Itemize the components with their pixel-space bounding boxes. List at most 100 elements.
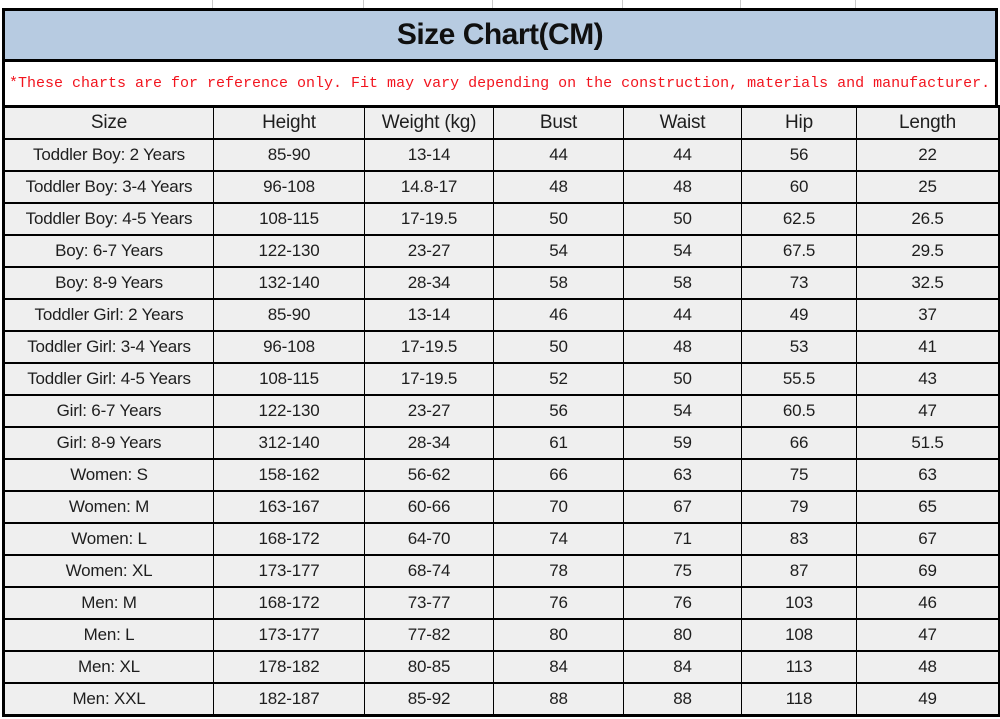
table-row: Boy: 8-9 Years 132-140 28-34 58 58 73 32.5	[3, 266, 1000, 300]
table-cell: 44	[623, 138, 742, 172]
table-cell: 25	[856, 170, 1000, 204]
table-cell: 70	[493, 490, 624, 524]
table-cell: 56-62	[364, 458, 494, 492]
table-cell: 37	[856, 298, 1000, 332]
table-cell: 29.5	[856, 234, 1000, 268]
table-cell: 28-34	[364, 426, 494, 460]
table-row: Toddler Girl: 4-5 Years 108-115 17-19.5 52 5…	[3, 362, 1000, 396]
table-cell: 66	[741, 426, 857, 460]
table-cell: 73	[741, 266, 857, 300]
table-row: Women: XL 173-177 68-74 78 75 87 69	[3, 554, 1000, 588]
table-cell: 85-90	[213, 138, 365, 172]
table-row: Women: L 168-172 64-70 74 71 83 67	[3, 522, 1000, 556]
table-cell: 56	[741, 138, 857, 172]
gridline-mark	[492, 0, 493, 8]
table-cell: 14.8-17	[364, 170, 494, 204]
table-cell: 60-66	[364, 490, 494, 524]
table-cell: 168-172	[213, 522, 365, 556]
table-cell: 64-70	[364, 522, 494, 556]
table-row: Men: L 173-177 77-82 80 80 108 47	[3, 618, 1000, 652]
table-cell: 54	[623, 234, 742, 268]
top-gridline-strip	[2, 0, 998, 8]
table-row: Women: M 163-167 60-66 70 67 79 65	[3, 490, 1000, 524]
size-cell: Women: S	[3, 458, 214, 492]
size-cell: Women: M	[3, 490, 214, 524]
table-cell: 118	[741, 682, 857, 717]
table-cell: 58	[493, 266, 624, 300]
size-cell: Toddler Girl: 3-4 Years	[3, 330, 214, 364]
disclaimer-bar: *These charts are for reference only. Fi…	[2, 62, 998, 108]
table-cell: 67	[856, 522, 1000, 556]
table-cell: 61	[493, 426, 624, 460]
table-cell: 158-162	[213, 458, 365, 492]
size-cell: Women: L	[3, 522, 214, 556]
table-cell: 312-140	[213, 426, 365, 460]
table-cell: 49	[741, 298, 857, 332]
table-cell: 67.5	[741, 234, 857, 268]
table-cell: 62.5	[741, 202, 857, 236]
column-header-length: Length	[856, 105, 1000, 140]
table-cell: 75	[741, 458, 857, 492]
table-cell: 77-82	[364, 618, 494, 652]
table-cell: 108-115	[213, 362, 365, 396]
table-cell: 83	[741, 522, 857, 556]
table-cell: 173-177	[213, 554, 365, 588]
table-cell: 80	[623, 618, 742, 652]
size-cell: Men: M	[3, 586, 214, 620]
size-cell: Boy: 6-7 Years	[3, 234, 214, 268]
table-row: Toddler Boy: 4-5 Years 108-115 17-19.5 50 50…	[3, 202, 1000, 236]
table-cell: 46	[856, 586, 1000, 620]
table-cell: 68-74	[364, 554, 494, 588]
table-cell: 85-90	[213, 298, 365, 332]
table-cell: 46	[493, 298, 624, 332]
table-cell: 67	[623, 490, 742, 524]
table-cell: 88	[493, 682, 624, 717]
table-row: Men: XXL 182-187 85-92 88 88 118 49	[3, 682, 1000, 717]
size-cell: Toddler Boy: 2 Years	[3, 138, 214, 172]
column-header-height: Height	[213, 105, 365, 140]
size-cell: Girl: 6-7 Years	[3, 394, 214, 428]
table-cell: 173-177	[213, 618, 365, 652]
table-cell: 122-130	[213, 394, 365, 428]
table-cell: 132-140	[213, 266, 365, 300]
table-cell: 54	[493, 234, 624, 268]
table-cell: 163-167	[213, 490, 365, 524]
chart-title-bar: Size Chart(CM)	[2, 8, 998, 62]
gridline-mark	[740, 0, 741, 8]
table-cell: 79	[741, 490, 857, 524]
table-cell: 85-92	[364, 682, 494, 717]
table-row: Boy: 6-7 Years 122-130 23-27 54 54 67.5 29.5	[3, 234, 1000, 268]
table-cell: 44	[623, 298, 742, 332]
table-cell: 168-172	[213, 586, 365, 620]
table-cell: 69	[856, 554, 1000, 588]
table-row: Girl: 6-7 Years 122-130 23-27 56 54 60.5 47	[3, 394, 1000, 428]
table-cell: 122-130	[213, 234, 365, 268]
table-cell: 80	[493, 618, 624, 652]
size-cell: Toddler Boy: 4-5 Years	[3, 202, 214, 236]
table-body: Toddler Boy: 2 Years 85-90 13-14 44 44 56 22 To…	[3, 138, 1000, 717]
size-cell: Men: XXL	[3, 682, 214, 717]
table-cell: 66	[493, 458, 624, 492]
table-cell: 59	[623, 426, 742, 460]
table-cell: 26.5	[856, 202, 1000, 236]
table-cell: 88	[623, 682, 742, 717]
table-cell: 50	[623, 362, 742, 396]
table-cell: 60	[741, 170, 857, 204]
gridline-mark	[363, 0, 364, 8]
page-title: Size Chart(CM)	[396, 18, 604, 51]
table-cell: 54	[623, 394, 742, 428]
column-header-size: Size	[3, 105, 214, 140]
column-header-waist: Waist	[623, 105, 742, 140]
table-cell: 113	[741, 650, 857, 684]
table-cell: 32.5	[856, 266, 1000, 300]
column-header-weight-kg: Weight (kg)	[364, 105, 494, 140]
table-cell: 43	[856, 362, 1000, 396]
table-cell: 22	[856, 138, 1000, 172]
size-cell: Women: XL	[3, 554, 214, 588]
table-cell: 55.5	[741, 362, 857, 396]
table-cell: 96-108	[213, 170, 365, 204]
table-row: Men: M 168-172 73-77 76 76 103 46	[3, 586, 1000, 620]
table-cell: 50	[493, 330, 624, 364]
table-cell: 63	[856, 458, 1000, 492]
table-row: Toddler Girl: 2 Years 85-90 13-14 46 44 49 37	[3, 298, 1000, 332]
